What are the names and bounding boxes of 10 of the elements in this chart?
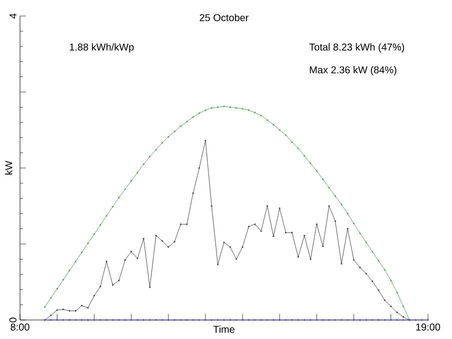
annotation: Max 2.36 kW (84%) bbox=[310, 66, 396, 76]
x-tick-label: 19:00 bbox=[416, 324, 440, 331]
y-tick-label: 4 bbox=[10, 14, 16, 19]
x-axis-title: Time bbox=[213, 326, 234, 333]
y-tick-label: 0 bbox=[9, 318, 16, 322]
chart-title: 25 October bbox=[200, 14, 249, 22]
annotation: 1.88 kWh/kWp bbox=[70, 43, 134, 53]
annotation: Total 8.23 kWh (47%) bbox=[309, 43, 404, 53]
x-tick-label: 8:00 bbox=[10, 324, 30, 331]
y-axis-title: kW bbox=[4, 160, 12, 175]
